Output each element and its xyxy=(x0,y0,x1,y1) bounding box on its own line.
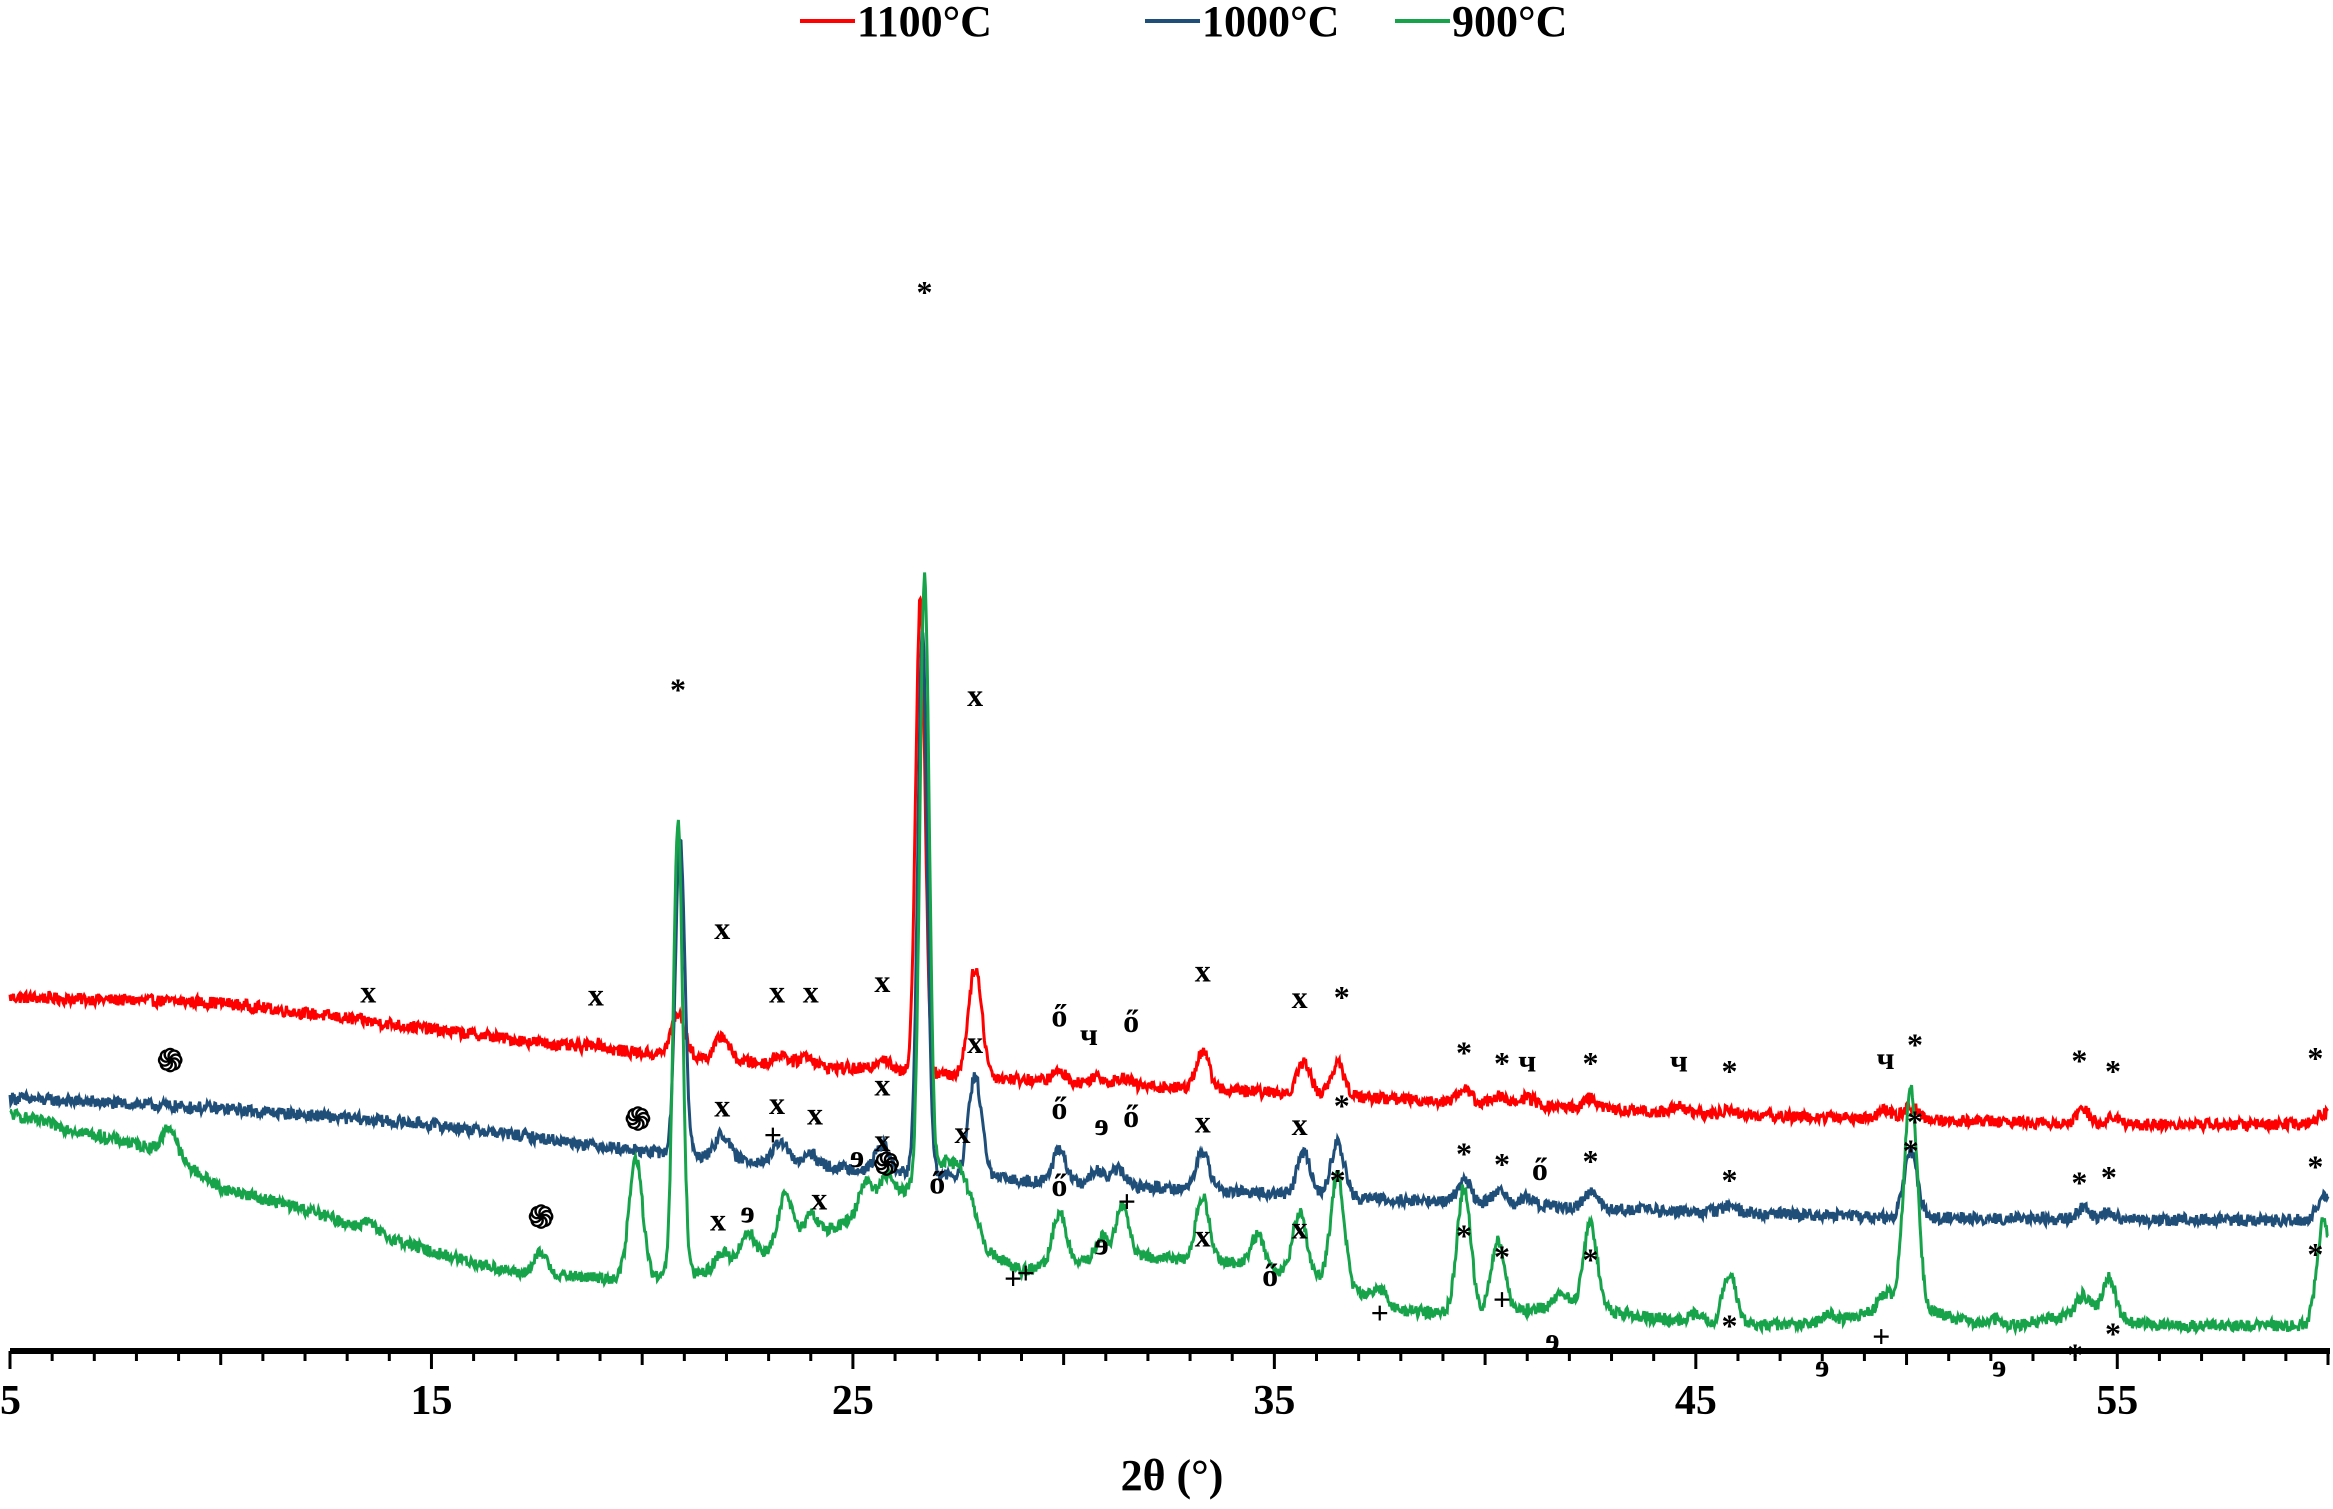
series-line-900c xyxy=(9,572,2329,1337)
legend-label-900c: 900°C xyxy=(1452,0,1567,46)
peak-label: + xyxy=(764,1117,782,1153)
peak-label: ч xyxy=(1670,1043,1688,1079)
peak-label: * xyxy=(1330,1162,1346,1198)
peak-label: * xyxy=(1582,1143,1598,1179)
peak-label: * xyxy=(1456,1035,1472,1071)
series-line-1000c xyxy=(8,630,2330,1231)
peak-label: * xyxy=(2307,1040,2323,1076)
peak-label: ֍ xyxy=(625,1101,651,1137)
legend-label-1000c: 1000°C xyxy=(1202,0,1339,46)
peak-label: * xyxy=(1722,1162,1738,1198)
peak-label: + xyxy=(1371,1294,1389,1330)
peak-label: ɘ xyxy=(1815,1347,1829,1383)
peak-label: ő xyxy=(1532,1151,1548,1187)
peak-label: * xyxy=(2101,1159,2117,1195)
peak-label: * xyxy=(1907,1027,1923,1063)
peak-label: ő xyxy=(1123,1003,1139,1039)
peak-label: + xyxy=(1004,1260,1022,1296)
peak-label: * xyxy=(1582,1045,1598,1081)
peak-label: x xyxy=(360,974,376,1010)
peak-label: * xyxy=(1334,979,1350,1015)
peak-label: x xyxy=(588,976,604,1012)
peak-label: x xyxy=(803,974,819,1010)
peak-label: * xyxy=(2307,1236,2323,1272)
peak-label: x xyxy=(967,1024,983,1060)
peak-label: * xyxy=(2071,1164,2087,1200)
peak-label: ő xyxy=(1051,997,1067,1033)
peak-label: + xyxy=(1493,1281,1511,1317)
peak-label: ɘ xyxy=(850,1138,864,1174)
peak-label: x xyxy=(769,974,785,1010)
peak-label: ő xyxy=(1262,1257,1278,1293)
peak-label: ő xyxy=(929,1164,945,1200)
peak-label: ч xyxy=(1518,1043,1536,1079)
peak-label: * xyxy=(1907,1103,1923,1139)
peak-label: * xyxy=(1903,1133,1919,1169)
peak-label: ɘ xyxy=(740,1194,754,1230)
peak-label: x xyxy=(874,1122,890,1158)
x-axis: 5 15 25 35 45 55 xyxy=(0,1348,2330,1424)
peak-label: x xyxy=(807,1096,823,1132)
peak-label: + xyxy=(1017,1255,1035,1291)
peak-label: * xyxy=(2307,1149,2323,1185)
peak-label: * xyxy=(1722,1053,1738,1089)
peak-label: x xyxy=(967,677,983,713)
x-tick-label: 25 xyxy=(832,1378,874,1424)
peak-label: ɘ xyxy=(1094,1106,1108,1142)
peak-label: ő xyxy=(1051,1090,1067,1126)
x-axis-title: 2θ (°) xyxy=(1121,1451,1224,1500)
x-tick-label: 35 xyxy=(1253,1378,1295,1424)
peak-label: * xyxy=(2105,1053,2121,1089)
peak-label: x xyxy=(1292,979,1308,1015)
peak-label: * xyxy=(2105,1315,2121,1351)
peak-label: x xyxy=(769,1085,785,1121)
peak-label: * xyxy=(1456,1217,1472,1253)
x-tick-label: 15 xyxy=(410,1378,452,1424)
peak-label: * xyxy=(670,672,686,708)
peak-label: ֍ xyxy=(157,1043,183,1079)
peak-label: x xyxy=(1195,1217,1211,1253)
peak-label: ɘ xyxy=(1545,1321,1559,1357)
peak-label: x xyxy=(1292,1209,1308,1245)
peak-label: x xyxy=(954,1114,970,1150)
peak-label: x xyxy=(811,1180,827,1216)
peak-label: x xyxy=(714,910,730,946)
series-line-1100c xyxy=(8,595,2329,1136)
peak-label: x xyxy=(1195,952,1211,988)
legend-label-1100c: 1100°C xyxy=(857,0,992,46)
peak-label: * xyxy=(2071,1043,2087,1079)
peak-label: ֍ xyxy=(528,1199,554,1235)
peak-label: ő xyxy=(1123,1098,1139,1134)
peak-label: x xyxy=(1195,1103,1211,1139)
peak-label: * xyxy=(1494,1146,1510,1182)
peak-label: x xyxy=(874,963,890,999)
peak-label: * xyxy=(1494,1045,1510,1081)
peak-label: x xyxy=(714,1088,730,1124)
peak-label: + xyxy=(1118,1183,1136,1219)
peak-label: * xyxy=(1722,1308,1738,1344)
x-tick-label: 55 xyxy=(2096,1378,2138,1424)
peak-label: x xyxy=(874,1066,890,1102)
legend: 1100°C 1000°C 900°C xyxy=(800,0,1567,46)
x-tick-label: 45 xyxy=(1675,1378,1717,1424)
peak-label: ч xyxy=(1080,1016,1098,1052)
x-tick-label: 5 xyxy=(0,1378,21,1424)
peak-label: ɘ xyxy=(1992,1347,2006,1383)
peak-label: * xyxy=(1456,1135,1472,1171)
peak-label: * xyxy=(917,274,933,310)
peak-label: ɘ xyxy=(1094,1225,1108,1261)
peak-label: x xyxy=(1292,1106,1308,1142)
peak-annotations: ** xx xxx x xőч őxx ** * ч * ч * ч * * * *xx x xxő ɘ ő x x** * ő… xyxy=(157,274,2323,1383)
peak-label: * xyxy=(1494,1239,1510,1275)
peak-label: ч xyxy=(1876,1040,1894,1076)
peak-label: ő xyxy=(1051,1167,1067,1203)
peak-label: + xyxy=(1872,1318,1890,1354)
peak-label: x xyxy=(710,1202,726,1238)
peak-label: * xyxy=(1334,1088,1350,1124)
series-layer xyxy=(8,572,2330,1337)
peak-label: * xyxy=(1582,1241,1598,1277)
peak-label: ֍ xyxy=(874,1146,900,1182)
